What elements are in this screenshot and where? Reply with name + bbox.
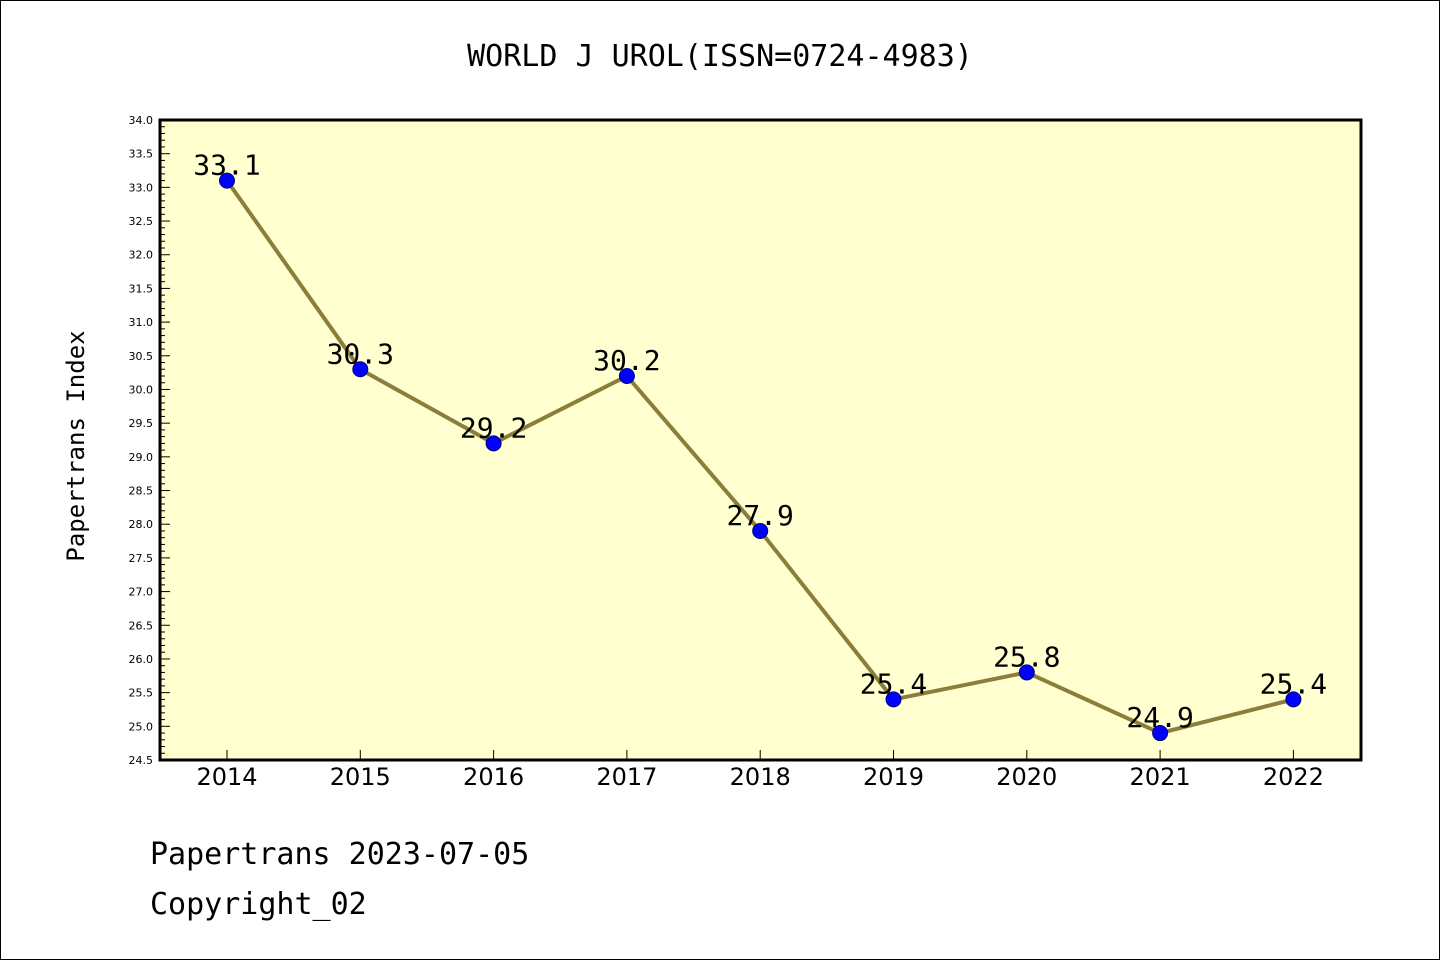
y-tick-label: 31.5 bbox=[129, 282, 154, 295]
data-point bbox=[885, 691, 902, 708]
y-tick-label: 25.0 bbox=[129, 720, 154, 733]
data-point bbox=[485, 435, 502, 452]
data-point bbox=[618, 368, 635, 384]
y-tick-label: 29.5 bbox=[129, 417, 154, 430]
y-tick-label: 27.0 bbox=[129, 586, 154, 599]
data-label: 29.2 bbox=[460, 411, 527, 444]
x-tick-label: 2017 bbox=[596, 763, 657, 791]
y-tick-label: 34.0 bbox=[129, 114, 154, 127]
plot-border bbox=[158, 118, 1363, 762]
y-tick-label: 29.0 bbox=[129, 451, 154, 464]
y-tick-label: 30.0 bbox=[129, 383, 154, 396]
x-tick-label: 2016 bbox=[463, 763, 524, 791]
y-tick-label: 31.0 bbox=[129, 316, 154, 329]
data-labels: 33.1 30.3 29.2 30.2 27.9 25.4 25.8 24.9 25.4 bbox=[193, 149, 1327, 734]
y-axis-label: Papertrans Index bbox=[62, 330, 90, 561]
data-label: 30.2 bbox=[593, 344, 660, 377]
data-label: 25.8 bbox=[993, 640, 1060, 673]
data-points bbox=[219, 172, 1302, 742]
y-tick-label: 26.5 bbox=[129, 619, 154, 632]
y-tick-label: 28.5 bbox=[129, 485, 154, 498]
data-point bbox=[1152, 725, 1169, 742]
plot-area bbox=[160, 120, 1361, 760]
data-label: 33.1 bbox=[193, 149, 260, 182]
footer-date: Papertrans 2023-07-05 bbox=[150, 837, 529, 872]
x-tick-label: 2018 bbox=[730, 763, 791, 791]
x-tick-label: 2015 bbox=[330, 763, 391, 791]
data-label: 30.3 bbox=[327, 337, 394, 370]
data-label: 25.4 bbox=[860, 667, 927, 700]
x-tick-label: 2022 bbox=[1263, 763, 1324, 791]
data-point bbox=[352, 361, 369, 378]
y-tick-label: 25.5 bbox=[129, 687, 154, 700]
x-tick-label: 2021 bbox=[1130, 763, 1191, 791]
footer-copyright: Copyright_02 bbox=[150, 887, 367, 922]
data-point bbox=[1018, 664, 1035, 681]
data-point bbox=[219, 172, 235, 189]
y-tick-label: 33.0 bbox=[129, 181, 154, 194]
y-tick-label: 28.0 bbox=[129, 518, 154, 531]
y-tick-label: 32.5 bbox=[129, 215, 154, 228]
x-tick-label: 2014 bbox=[196, 763, 257, 791]
y-tick-label: 27.5 bbox=[129, 552, 154, 565]
y-tick-label: 32.0 bbox=[129, 249, 154, 262]
y-tick-label: 30.5 bbox=[129, 350, 154, 363]
x-tick-label: 2020 bbox=[996, 763, 1057, 791]
data-point bbox=[752, 522, 769, 539]
data-label: 25.4 bbox=[1260, 667, 1327, 700]
x-tick-label: 2019 bbox=[863, 763, 924, 791]
data-point bbox=[1285, 691, 1302, 708]
y-tick-label: 26.0 bbox=[129, 653, 154, 666]
axis-ticks: 24.5 25.0 25.5 26.0 26.5 27.0 27.5 28.0 28.5 29.0… bbox=[129, 114, 1324, 791]
data-label: 27.9 bbox=[726, 499, 793, 532]
y-tick-label: 24.5 bbox=[129, 754, 154, 767]
data-label: 24.9 bbox=[1126, 701, 1193, 734]
chart-title: WORLD J UROL(ISSN=0724-4983) bbox=[467, 39, 973, 74]
y-tick-label: 33.5 bbox=[129, 148, 154, 161]
